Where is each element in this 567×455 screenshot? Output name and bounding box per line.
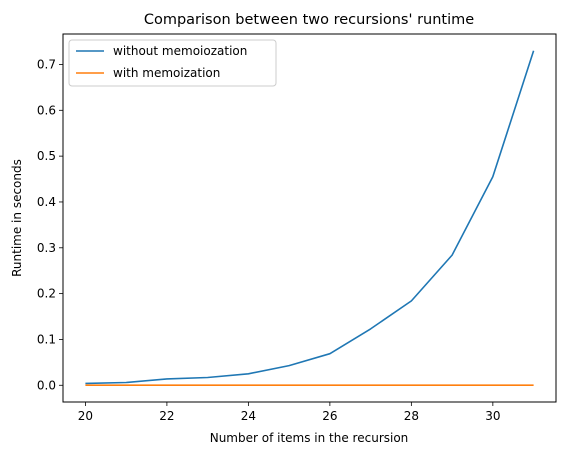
y-axis-ticks: 0.0 0.1 0.2 0.3 0.4 0.5 0.6 0.7: [37, 57, 63, 392]
y-axis-title: Runtime in seconds: [10, 159, 24, 277]
y-tick-label: 0.3: [37, 241, 56, 255]
plot-frame: [62, 33, 557, 403]
x-tick-label: 20: [78, 409, 93, 423]
x-tick-label: 22: [159, 409, 174, 423]
x-tick-label: 28: [404, 409, 419, 423]
series-line-0: [85, 50, 535, 385]
x-axis-ticks: 20 22 24 26 28 30: [78, 402, 500, 423]
plot-area: [85, 50, 535, 387]
y-tick-label: 0.1: [37, 332, 56, 346]
chart-title: Comparison between two recursions' runti…: [144, 12, 474, 28]
y-tick-label: 0.4: [37, 195, 56, 209]
y-tick-label: 0.7: [37, 57, 56, 71]
x-axis-title: Number of items in the recursion: [210, 431, 409, 445]
x-tick-label: 26: [322, 409, 337, 423]
y-tick-label: 0.2: [37, 287, 56, 301]
legend-label-1: with memoization: [113, 66, 220, 80]
x-tick-label: 30: [485, 409, 500, 423]
x-tick-label: 24: [241, 409, 256, 423]
y-tick-label: 0.0: [37, 378, 56, 392]
legend-label-0: without memoiozation: [113, 44, 247, 58]
y-tick-label: 0.6: [37, 103, 56, 117]
legend: without memoiozation with memoization: [68, 39, 277, 87]
y-tick-label: 0.5: [37, 149, 56, 163]
legend-box: [68, 39, 277, 87]
